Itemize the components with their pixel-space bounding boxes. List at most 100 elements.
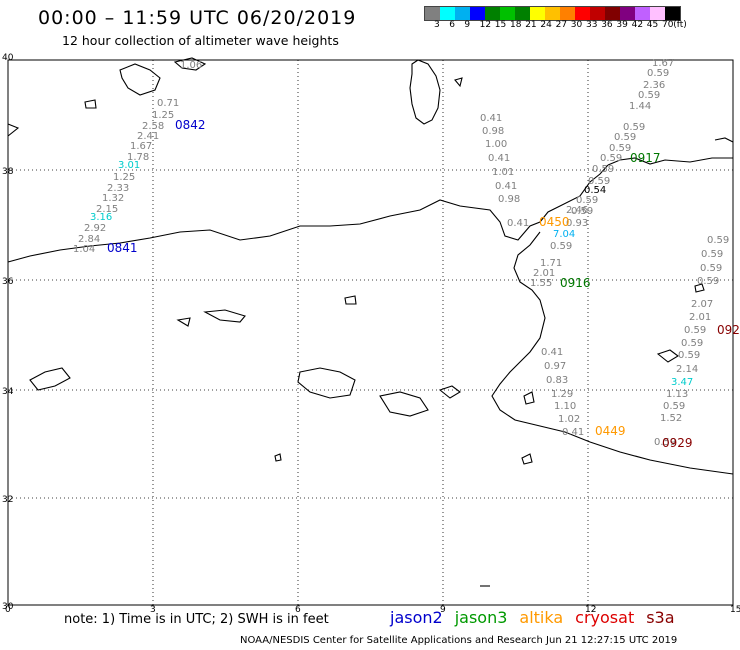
wave-height-color-scale: [424, 6, 681, 21]
wave-height-value: 7.04: [553, 229, 575, 240]
wave-height-value: 1.04: [73, 244, 95, 255]
pass-time-label: 0450: [539, 215, 570, 229]
wave-height-value: 0.59: [623, 122, 645, 133]
wave-height-value: 2.36: [643, 80, 665, 91]
wave-height-value: 0.59: [700, 263, 722, 274]
satellite-jason3: jason3: [454, 608, 508, 627]
pass-time-label: 092: [717, 323, 740, 337]
scale-swatch: [560, 7, 575, 20]
scale-label: 21: [525, 20, 537, 30]
wave-height-scale-labels: 3 6 9 12 15 18 21 24 27 30 33 36 39 42 45 70 (ft): [424, 20, 740, 32]
scale-label: 36: [601, 20, 613, 30]
map-title: 00:00 – 11:59 UTC 06/20/2019: [38, 7, 357, 29]
wave-height-value: 1.10: [554, 401, 576, 412]
pass-time-label: 0841: [107, 241, 138, 255]
wave-height-value: 1.29: [551, 389, 573, 400]
scale-label: 33: [586, 20, 598, 30]
scale-swatch: [620, 7, 635, 20]
wave-height-value: 0.93: [566, 218, 588, 229]
scale-swatch: [605, 7, 620, 20]
pass-time-label: 0449: [595, 424, 626, 438]
wave-height-value: 2.84: [78, 234, 100, 245]
pass-time-label: 0842: [175, 118, 206, 132]
scale-swatch: [590, 7, 605, 20]
wave-height-value: 0.54: [584, 185, 606, 196]
pass-time-label: 0917: [630, 151, 661, 165]
x-tick-label: 9: [440, 605, 446, 615]
wave-height-value: 0.59: [614, 132, 636, 143]
map-frame: [7, 59, 734, 606]
scale-swatch: [455, 7, 470, 20]
wave-height-value: 0.71: [157, 98, 179, 109]
wave-height-value: 0.41: [562, 427, 584, 438]
wave-height-value: 0.41: [507, 218, 529, 229]
wave-height-value: 0.41: [480, 113, 502, 124]
wave-height-value: 1.32: [102, 193, 124, 204]
scale-swatch: [425, 7, 440, 20]
wave-height-value: 0.59: [663, 401, 685, 412]
wave-height-value: 2.01: [689, 312, 711, 323]
scale-label: 42: [631, 20, 644, 30]
pass-time-label: 0929: [662, 436, 693, 450]
satellite-altika: altika: [519, 608, 564, 627]
map-subtitle: 12 hour collection of altimeter wave hei…: [62, 33, 339, 48]
y-tick-label: 34: [2, 387, 14, 397]
wave-height-value: 2.33: [107, 183, 129, 194]
scale-label: 24: [540, 20, 552, 30]
scale-label: 70: [662, 20, 674, 30]
coastline: [7, 57, 734, 587]
scale-label: (ft): [673, 20, 687, 30]
pass-labels: 0842 0841 0917 0916 0450 0449 0929 092: [107, 118, 740, 450]
wave-height-value: 1.67: [652, 58, 674, 69]
scale-swatch: [500, 7, 515, 20]
wave-height-value: 0.41: [495, 181, 517, 192]
wave-height-labels: 1.060.711.252.582.411.671.783.011.252.33…: [73, 58, 729, 448]
satellite-cryosat: cryosat: [575, 608, 635, 627]
wave-height-value: 1.02: [558, 414, 580, 425]
wave-height-value: 1.71: [540, 258, 562, 269]
wave-height-value: 0.59: [576, 195, 598, 206]
scale-swatch: [575, 7, 590, 20]
wave-height-value: 0.59: [638, 90, 660, 101]
satellite-legend: jason2 jason3 altika cryosat s3a: [390, 608, 687, 627]
wave-height-value: 3.47: [671, 377, 693, 388]
satellite-jason2: jason2: [390, 608, 443, 627]
wave-height-value: 1.25: [152, 110, 174, 121]
scale-label: 6: [449, 20, 455, 30]
scale-label: 39: [616, 20, 628, 30]
wave-height-value: 2.58: [142, 121, 164, 132]
y-tick-label: 36: [2, 277, 14, 287]
scale-swatch: [470, 7, 485, 20]
wave-height-value: 1.01: [492, 167, 514, 178]
scale-label: 9: [464, 20, 471, 30]
scale-label: 45: [646, 20, 659, 30]
wave-height-value: 0.41: [541, 347, 563, 358]
wave-height-value: 1.78: [127, 152, 149, 163]
wave-height-value: 0.59: [697, 276, 719, 287]
wave-height-value: 0.59: [647, 68, 669, 79]
scale-label: 3: [434, 20, 440, 30]
wave-height-value: 0.59: [550, 241, 572, 252]
wave-height-value: 1.06: [180, 60, 202, 71]
wave-height-value: 1.55: [530, 278, 552, 289]
scale-label: 12: [479, 20, 492, 30]
y-tick-label: 30: [2, 602, 14, 612]
scale-label: 27: [555, 20, 568, 30]
x-tick-label: 6: [295, 605, 301, 615]
wave-height-value: 0.59: [678, 350, 700, 361]
wave-height-value: 0.59: [701, 249, 723, 260]
wave-height-value: 0.59: [600, 153, 622, 164]
wave-height-value: 0.98: [498, 194, 520, 205]
scale-label: 15: [494, 20, 507, 30]
x-tick-label: 15: [730, 605, 740, 615]
wave-height-value: 0.59: [609, 143, 631, 154]
wave-height-value: 0.97: [544, 361, 566, 372]
wave-height-value: 1.52: [660, 413, 682, 424]
scale-swatch: [545, 7, 560, 20]
wave-height-value: 1.13: [666, 389, 688, 400]
scale-swatch: [530, 7, 545, 20]
x-tick-label: 12: [585, 605, 596, 615]
wave-height-value: 0.59: [588, 176, 610, 187]
